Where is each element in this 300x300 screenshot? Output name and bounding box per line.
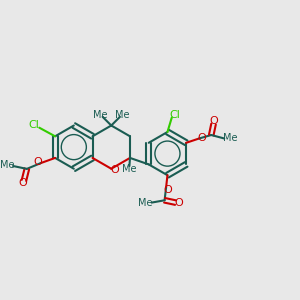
Text: Cl: Cl: [28, 120, 40, 130]
Text: Cl: Cl: [170, 110, 181, 120]
Text: O: O: [209, 116, 218, 126]
Text: O: O: [18, 178, 27, 188]
Text: O: O: [198, 134, 206, 143]
Text: Me: Me: [115, 110, 130, 120]
Text: Me: Me: [93, 110, 108, 120]
Text: Me: Me: [122, 164, 137, 174]
Text: O: O: [175, 198, 183, 208]
Text: Me: Me: [0, 160, 14, 170]
Text: O: O: [110, 165, 119, 175]
Text: O: O: [163, 185, 172, 196]
Text: Me: Me: [223, 134, 238, 143]
Text: Me: Me: [138, 198, 152, 208]
Text: O: O: [33, 157, 42, 167]
